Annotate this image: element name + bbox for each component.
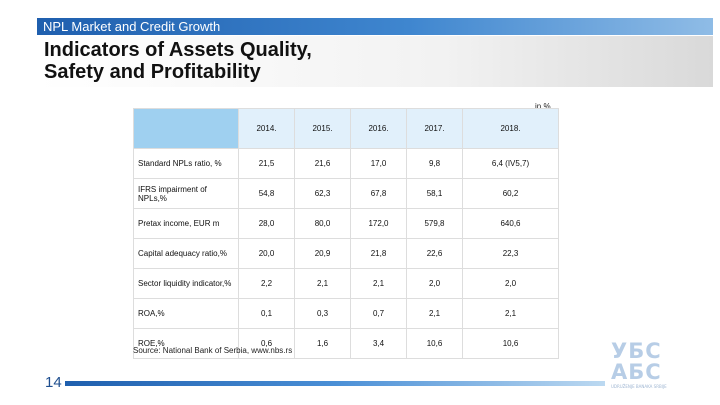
page-title-line-2: Safety and Profitability: [44, 61, 261, 83]
table-cell: 54,8: [238, 178, 295, 209]
row-label: ROE,%: [133, 328, 239, 359]
footer-bar: [65, 381, 605, 386]
table-cell: 0,7: [350, 298, 407, 329]
table-row: ROA,% 0,1 0,3 0,7 2,1 2,1: [133, 298, 559, 329]
table-cell: 2,0: [406, 268, 463, 299]
column-header: 2016.: [350, 108, 407, 149]
table-cell: 579,8: [406, 208, 463, 239]
table-cell: 2,2: [238, 268, 295, 299]
table-cell: 62,3: [294, 178, 351, 209]
table-cell: 2,1: [294, 268, 351, 299]
row-label: ROA,%: [133, 298, 239, 329]
table-cell: 1,6: [294, 328, 351, 359]
table-cell: 21,6: [294, 148, 351, 179]
section-title: NPL Market and Credit Growth: [43, 19, 221, 34]
table-row: ROE,% 0,6 1,6 3,4 10,6 10,6: [133, 328, 559, 359]
table-cell: 2,1: [462, 298, 559, 329]
table-cell: 20,9: [294, 238, 351, 269]
table-cell: 28,0: [238, 208, 295, 239]
association-logo: УБС АБС UDRUŽENJE BANAKA SRBIJE: [611, 341, 683, 393]
title-box: Indicators of Assets Quality, Safety and…: [37, 36, 713, 87]
table-cell: 10,6: [462, 328, 559, 359]
table-cell: 0,1: [238, 298, 295, 329]
logo-line-2: АБС: [611, 360, 662, 384]
table-cell: 3,4: [350, 328, 407, 359]
table-cell: 9,8: [406, 148, 463, 179]
row-label: Sector liquidity indicator,%: [133, 268, 239, 299]
table-cell: 20,0: [238, 238, 295, 269]
table-cell: 2,1: [406, 298, 463, 329]
table-cell: 6,4 (IV5,7): [462, 148, 559, 179]
page-title-line-1: Indicators of Assets Quality,: [44, 39, 312, 61]
column-header: 2015.: [294, 108, 351, 149]
column-header: 2014.: [238, 108, 295, 149]
table-cell: 2,0: [462, 268, 559, 299]
table-corner-cell: [133, 108, 239, 149]
table-cell: 58,1: [406, 178, 463, 209]
column-header: 2018.: [462, 108, 559, 149]
page-number: 14: [45, 374, 62, 391]
table-cell: 80,0: [294, 208, 351, 239]
row-label: Capital adequacy ratio,%: [133, 238, 239, 269]
table-cell: 2,1: [350, 268, 407, 299]
table-cell: 67,8: [350, 178, 407, 209]
table-cell: 21,8: [350, 238, 407, 269]
logo-subtitle: UDRUŽENJE BANAKA SRBIJE: [611, 384, 667, 389]
table-cell: 21,5: [238, 148, 295, 179]
indicators-table: 2014. 2015. 2016. 2017. 2018. Standard N…: [133, 108, 559, 359]
table-row: Pretax income, EUR m 28,0 80,0 172,0 579…: [133, 208, 559, 239]
table-row: Standard NPLs ratio, % 21,5 21,6 17,0 9,…: [133, 148, 559, 179]
table-row: Sector liquidity indicator,% 2,2 2,1 2,1…: [133, 268, 559, 299]
section-banner: NPL Market and Credit Growth: [37, 18, 713, 35]
table-cell: 0,3: [294, 298, 351, 329]
table-cell: 17,0: [350, 148, 407, 179]
row-label: Pretax income, EUR m: [133, 208, 239, 239]
table-header-row: 2014. 2015. 2016. 2017. 2018.: [133, 108, 559, 149]
logo-line-1: УБС: [611, 339, 662, 363]
unit-note: in %: [535, 102, 551, 111]
column-header: 2017.: [406, 108, 463, 149]
table-cell: 22,6: [406, 238, 463, 269]
table-row: IFRS impairment of NPLs,% 54,8 62,3 67,8…: [133, 178, 559, 209]
table-cell: 22,3: [462, 238, 559, 269]
source-note: Source: National Bank of Serbia, www.nbs…: [133, 346, 293, 355]
table-cell: 640,6: [462, 208, 559, 239]
row-label: Standard NPLs ratio, %: [133, 148, 239, 179]
table-cell: 172,0: [350, 208, 407, 239]
table-cell: 60,2: [462, 178, 559, 209]
row-label: IFRS impairment of NPLs,%: [133, 178, 239, 209]
table-row: Capital adequacy ratio,% 20,0 20,9 21,8 …: [133, 238, 559, 269]
table-cell: 10,6: [406, 328, 463, 359]
